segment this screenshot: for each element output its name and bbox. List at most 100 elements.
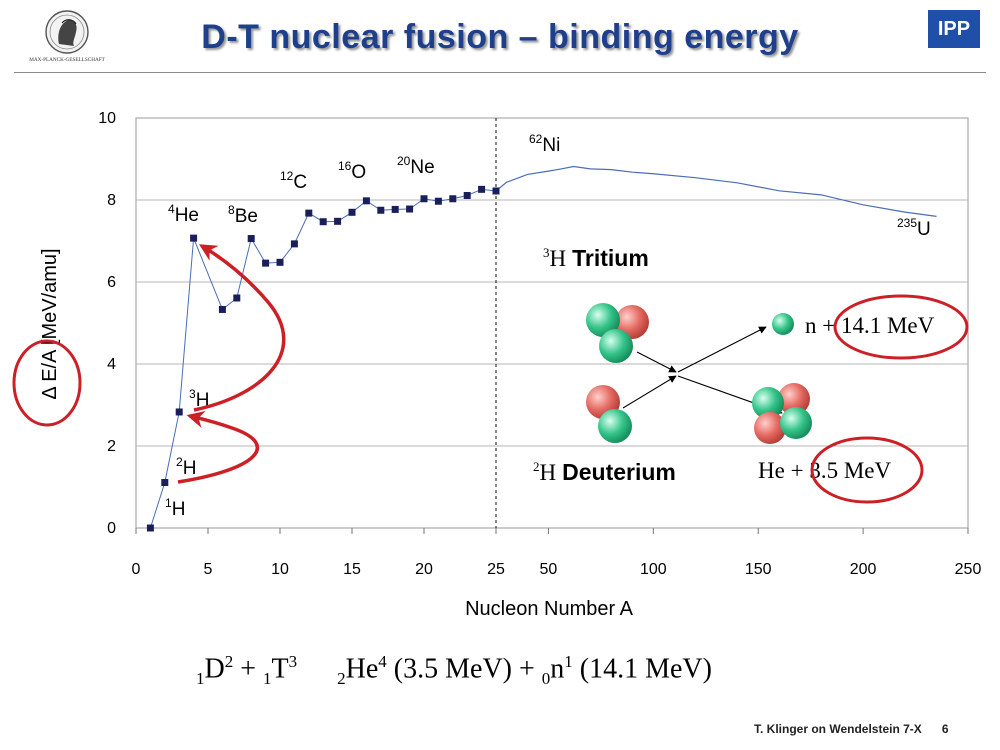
data-point: [434, 197, 442, 205]
deuterium-neutron: [598, 409, 632, 443]
free-neutron: [772, 313, 794, 335]
data-point: [406, 205, 414, 213]
helium-atomic-number: 2: [337, 668, 346, 688]
helium-energy: 3.5 MeV: [809, 458, 891, 483]
neutron-atomic-number: 0: [541, 668, 551, 688]
data-point: [290, 240, 298, 248]
tritium-to-helium-arrow: [193, 244, 286, 412]
data-point: [218, 305, 226, 313]
deuterium-atomic-number: 1: [196, 668, 205, 688]
neutron-mass-number: 1: [564, 652, 573, 671]
neutron-energy: 14.1 MeV: [841, 313, 935, 338]
helium-proton: [778, 383, 810, 415]
data-point: [262, 259, 270, 267]
isotope-label-c12: 12C: [280, 169, 307, 193]
y-axis-title: Δ E/A [MeV/amu]: [39, 248, 61, 399]
x-tick-label: 0: [132, 561, 141, 578]
data-point: [377, 206, 385, 214]
page-number: 6: [941, 722, 949, 736]
neutron-symbol: n: [550, 653, 565, 685]
tritium-arrow: [636, 351, 677, 373]
data-point: [391, 205, 399, 213]
x-tick-label: 50: [540, 561, 558, 578]
deuterium-symbol: H: [540, 460, 557, 485]
tritium-label: 3H Tritium: [543, 245, 649, 271]
neutron-out-arrow: [677, 326, 767, 373]
data-point: [348, 208, 356, 216]
deuterium-to-tritium-arrow: [177, 410, 259, 484]
isotope-label-he4: 4He: [168, 202, 199, 226]
data-point: [190, 234, 198, 242]
y-tick-label: 4: [107, 356, 116, 373]
x-tick-label: 20: [415, 561, 433, 578]
data-point: [420, 195, 428, 203]
plus-sign: +: [233, 653, 264, 685]
fusion-equation: 1D2 + 1T32He4 (3.5 MeV) + 0n1 (14.1 MeV): [196, 652, 712, 689]
data-point: [233, 294, 241, 302]
helium-neutron: [780, 407, 812, 439]
data-point: [478, 185, 486, 193]
isotope-label-u235: 235U: [897, 216, 931, 240]
ipp-logo: IPP: [928, 10, 980, 48]
isotope-label-o16: 16O: [338, 159, 366, 183]
x-tick-label: 5: [204, 561, 213, 578]
footer: T. Klinger on Wendelstein 7-X 6: [754, 722, 949, 736]
y-tick-label: 10: [98, 110, 116, 127]
deuterium-arrow: [622, 375, 677, 409]
isotope-label-ne20: 20Ne: [397, 154, 435, 178]
isotope-label-h2: 2H: [176, 455, 196, 479]
data-point: [146, 524, 154, 532]
deuterium-symbol: D: [204, 653, 225, 685]
neutron-energy: (14.1 MeV): [572, 653, 712, 685]
data-point: [449, 195, 457, 203]
helium-neutron: [752, 387, 784, 419]
tritium-symbol: T: [271, 653, 289, 685]
neutron-energy-highlight: [833, 294, 969, 360]
x-tick-label: 150: [745, 561, 772, 578]
neutron-symbol: n: [805, 313, 817, 338]
isotope-label-h1: 1H: [165, 496, 185, 520]
deuterium-mass-number: 2: [224, 652, 234, 671]
title-divider: [14, 72, 986, 73]
ipp-logo-text: IPP: [937, 17, 971, 40]
max-planck-logo: MAX-PLANCK-GESELLSCHAFT: [18, 8, 116, 64]
helium-symbol: He: [345, 653, 379, 685]
tritium-atomic-number: 1: [263, 668, 272, 688]
isotope-label-ni62: 62Ni: [529, 132, 560, 156]
deuterium-label: 2H Deuterium: [533, 459, 676, 485]
tritium-mass-number: 3: [288, 652, 298, 671]
neutron-output-label: n + 14.1 MeV: [805, 313, 935, 338]
data-point: [334, 217, 342, 225]
slide-title: D-T nuclear fusion – binding energy: [201, 18, 799, 56]
data-point: [175, 408, 183, 416]
tritium-name: Tritium: [572, 245, 649, 271]
isotope-label-be8: 8Be: [228, 203, 258, 227]
data-point: [319, 218, 327, 226]
x-tick-label: 25: [487, 561, 505, 578]
data-point: [362, 197, 370, 205]
tritium-neutron: [586, 303, 620, 337]
x-tick-label: 200: [850, 561, 877, 578]
heavy-nuclei-curve: [495, 165, 937, 217]
logo-caption: MAX-PLANCK-GESELLSCHAFT: [29, 57, 105, 63]
tritium-mass: 3: [543, 245, 550, 260]
tritium-proton: [615, 305, 649, 339]
helium-output-label: He + 3.5 MeV: [758, 458, 891, 483]
footer-credit: T. Klinger on Wendelstein 7-X: [754, 722, 922, 736]
helium-proton: [754, 412, 786, 444]
y-tick-label: 6: [107, 274, 116, 291]
data-point: [463, 191, 471, 199]
data-point: [492, 187, 500, 195]
reaction-diagram: 3H Tritium 2H Deuterium n + 14.1 MeV He + …: [533, 245, 969, 504]
x-tick-label: 10: [271, 561, 289, 578]
helium-symbol: He: [758, 458, 785, 483]
tritium-neutron: [599, 329, 633, 363]
x-tick-label: 250: [955, 561, 982, 578]
data-point: [161, 478, 169, 486]
data-point: [247, 235, 255, 243]
deuterium-name: Deuterium: [562, 459, 676, 485]
y-tick-label: 8: [107, 192, 116, 209]
x-tick-label: 100: [640, 561, 667, 578]
deuterium-mass: 2: [533, 459, 540, 474]
